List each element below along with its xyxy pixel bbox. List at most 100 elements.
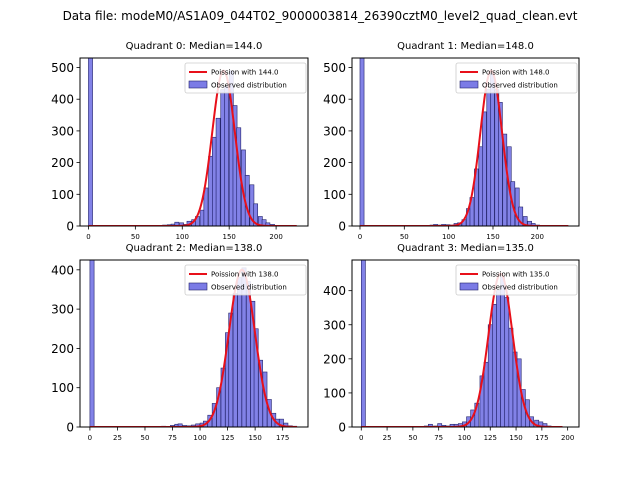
x-tick-label: 100 — [458, 434, 471, 442]
x-tick-label: 150 — [486, 233, 499, 241]
y-tick-label: 300 — [323, 318, 346, 332]
legend-bars-label: Observed distribution — [482, 284, 558, 292]
histogram-bar — [224, 86, 229, 226]
x-tick-label: 150 — [222, 233, 235, 241]
quadrant-2-title: Quadrant 2: Median=138.0 — [126, 243, 263, 254]
legend-curve-label: Poission with 138.0 — [211, 271, 279, 279]
quadrant-0-title: Quadrant 0: Median=144.0 — [126, 41, 263, 52]
legend-bars-swatch — [188, 282, 208, 291]
x-tick-label: 25 — [383, 434, 392, 442]
quadrant-0-frame — [79, 57, 309, 227]
legend-curve-label: Poission with 144.0 — [211, 69, 279, 77]
quadrant-2-plot-area — [89, 260, 298, 427]
quadrant-2-frame — [79, 259, 309, 428]
histogram-bar — [500, 276, 506, 427]
legend-bars-label: Observed distribution — [482, 82, 558, 90]
quadrant-1-title: Quadrant 1: Median=148.0 — [397, 41, 534, 52]
quadrant-1-panel: Quadrant 1: Median=148.0 0 50 100 150 200 0 100… — [323, 41, 580, 241]
legend-bars-label: Observed distribution — [211, 82, 287, 90]
y-tick-label: 400 — [51, 263, 74, 277]
x-tick-label: 100 — [176, 233, 189, 241]
quadrant-2-panel: Quadrant 2: Median=138.0 0 25 50 75 100 125 150… — [51, 243, 309, 442]
y-tick-label: 500 — [51, 61, 74, 75]
y-tick-label: 200 — [51, 156, 74, 170]
x-tick-label: 200 — [269, 233, 282, 241]
x-tick-label: 100 — [442, 233, 455, 241]
x-tick-label: 50 — [131, 233, 140, 241]
histogram-bar — [487, 324, 493, 427]
y-tick-label: 100 — [51, 381, 74, 395]
y-tick-label: 0 — [338, 220, 346, 234]
histogram-bar — [359, 58, 365, 226]
histogram-bar — [265, 222, 271, 226]
poisson-curve — [361, 272, 563, 427]
histogram-bar — [232, 293, 238, 427]
histogram-bar — [504, 297, 510, 427]
legend-bars-swatch — [459, 80, 479, 89]
y-tick-label: 0 — [338, 421, 346, 435]
x-tick-label: 0 — [88, 434, 92, 442]
figure-suptitle: Data file: modeM0/AS1A09_044T02_90000038… — [63, 9, 578, 23]
y-tick-label: 400 — [323, 93, 346, 107]
y-tick-label: 300 — [51, 124, 74, 138]
histogram-bar — [502, 133, 508, 226]
quadrant-1-frame — [351, 57, 580, 227]
y-tick-label: 300 — [51, 303, 74, 317]
y-tick-label: 200 — [323, 352, 346, 366]
y-tick-label: 100 — [323, 386, 346, 400]
y-tick-label: 0 — [66, 421, 74, 435]
legend-bars-swatch — [188, 80, 208, 89]
x-tick-label: 50 — [408, 434, 417, 442]
x-tick-label: 25 — [113, 434, 122, 442]
histogram-bar — [88, 58, 93, 226]
x-tick-label: 175 — [276, 434, 289, 442]
legend-box — [455, 264, 578, 296]
histogram-bar — [215, 117, 221, 226]
x-tick-label: 125 — [221, 434, 234, 442]
x-tick-label: 0 — [86, 233, 90, 241]
x-tick-label: 50 — [141, 434, 150, 442]
x-tick-label: 50 — [400, 233, 409, 241]
legend-bars-swatch — [459, 282, 479, 291]
y-tick-label: 200 — [323, 156, 346, 170]
quadrant-3-title: Quadrant 3: Median=135.0 — [397, 243, 534, 254]
legend-curve-label: Poission with 148.0 — [482, 69, 550, 77]
y-tick-label: 500 — [323, 61, 346, 75]
quadrant-3-frame — [351, 259, 580, 428]
y-tick-label: 100 — [51, 188, 74, 202]
histogram-bar — [496, 290, 501, 427]
x-tick-label: 75 — [434, 434, 443, 442]
y-tick-label: 300 — [323, 124, 346, 138]
y-tick-label: 0 — [66, 220, 74, 234]
histogram-bar — [498, 102, 503, 226]
histogram-bar — [360, 260, 366, 427]
y-tick-label: 400 — [51, 93, 74, 107]
histogram-bar — [508, 327, 514, 427]
histogram-bar — [490, 73, 495, 226]
x-tick-label: 0 — [359, 434, 363, 442]
histogram-bar — [483, 361, 489, 427]
histogram-bar — [522, 216, 528, 226]
y-tick-label: 200 — [51, 342, 74, 356]
x-tick-label: 150 — [509, 434, 522, 442]
x-tick-label: 150 — [248, 434, 261, 442]
histogram-bar — [237, 277, 242, 427]
quadrant-0-panel: Quadrant 0: Median=144.0 0 50 100 150 200 0 100… — [51, 41, 309, 241]
x-tick-label: 200 — [561, 434, 574, 442]
quadrant-3-plot-area — [360, 260, 563, 427]
histogram-bar — [482, 111, 487, 226]
histogram-bar — [492, 304, 497, 427]
x-tick-label: 200 — [531, 233, 544, 241]
histogram-bar — [283, 422, 289, 427]
x-tick-label: 100 — [193, 434, 206, 442]
legend-box — [184, 62, 307, 94]
x-tick-label: 0 — [358, 233, 362, 241]
y-tick-label: 400 — [323, 284, 346, 298]
legend-curve-label: Poission with 135.0 — [482, 271, 550, 279]
legend-box — [455, 62, 578, 94]
quadrant-3-panel: Quadrant 3: Median=135.0 0 25 50 75 100 125 150… — [323, 243, 580, 442]
histogram-bar — [203, 187, 209, 226]
legend-box — [184, 264, 307, 296]
histogram-bar — [89, 260, 95, 427]
